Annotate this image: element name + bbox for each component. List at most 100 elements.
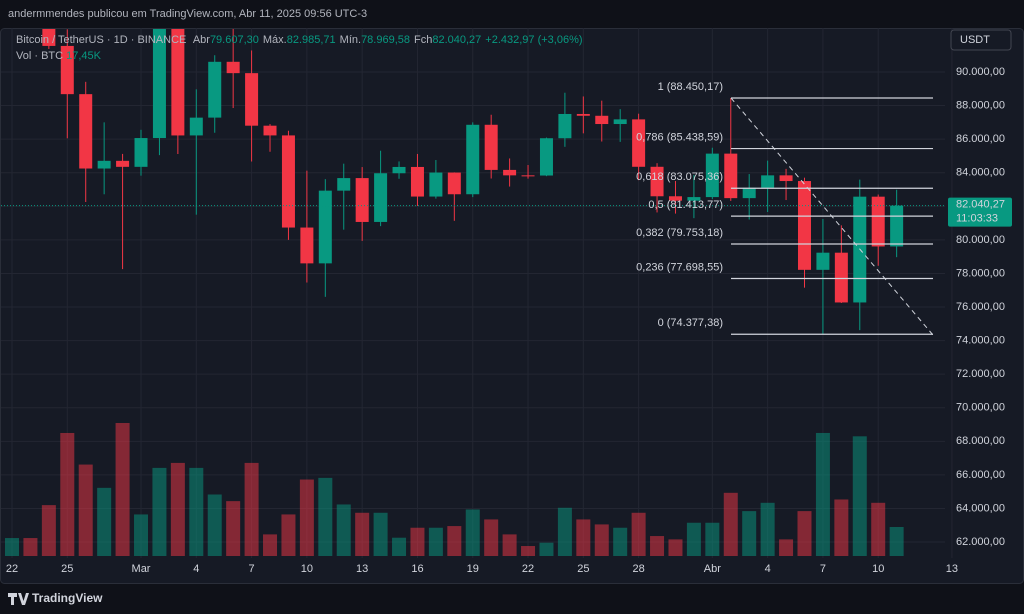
y-tick-label: 74.000,00	[956, 335, 1005, 347]
volume-bar	[797, 511, 812, 556]
y-tick-label: 90.000,00	[956, 66, 1005, 78]
x-tick-label: 22	[522, 563, 534, 575]
price-axis: 90.000,00 88.000,00 86.000,00 84.000,00 82.0…	[956, 66, 1005, 548]
candle-body	[263, 125, 277, 136]
candle-body	[797, 181, 811, 270]
symbol: Bitcoin / TetherUS · 1D · BINANCE	[16, 34, 186, 46]
countdown: 11:03:33	[956, 213, 998, 225]
candle-body	[742, 187, 756, 199]
candle-body	[79, 94, 93, 169]
volume-bar	[41, 505, 56, 556]
x-tick-label: 25	[61, 563, 73, 575]
candle-body	[318, 190, 332, 264]
candle-body	[687, 197, 701, 201]
candle-body	[134, 138, 148, 167]
x-tick-label: 16	[411, 563, 423, 575]
volume-bar	[871, 502, 886, 556]
volume-bar	[336, 504, 351, 556]
ohlc-label: Mín.	[340, 34, 361, 46]
volume-bar	[318, 477, 333, 556]
price-pane	[1, 29, 945, 335]
candle-body	[337, 178, 351, 191]
candle-body	[705, 153, 719, 198]
currency-button[interactable]	[950, 29, 1012, 51]
volume-bar	[299, 479, 314, 556]
candle-body	[558, 113, 572, 139]
candle-body	[374, 173, 388, 222]
ohlc-value: 82.040,27	[432, 34, 481, 46]
candle-body	[724, 153, 738, 199]
fib-label: 0,236 (77.698,55)	[636, 261, 723, 273]
volume-bar	[705, 522, 720, 556]
volume-bar	[465, 509, 480, 556]
candle-body	[281, 135, 295, 228]
fib-label: 0,786 (85.438,59)	[636, 131, 723, 143]
ohlc-value: 79.607,30	[210, 34, 259, 46]
candle-body	[208, 61, 222, 118]
volume-bar	[631, 512, 646, 556]
candle-body	[613, 119, 627, 125]
candle-body	[576, 113, 590, 116]
footer-logo: TradingView	[32, 591, 103, 605]
fib-label: 0,618 (83.075,36)	[636, 171, 723, 183]
fib-retracement: 1 (88.450,17) 0,786 (85.438,59) 0,618 (83.…	[636, 81, 934, 336]
fib-label: 0 (74.377,38)	[658, 317, 723, 329]
y-tick-label: 64.000,00	[956, 502, 1005, 514]
volume-bar	[23, 538, 38, 556]
volume-bar	[78, 464, 93, 556]
volume-bar	[889, 526, 904, 556]
candle-body	[503, 169, 517, 176]
y-tick-label: 70.000,00	[956, 402, 1005, 414]
candle-body	[816, 252, 830, 270]
volume-bar	[134, 514, 149, 556]
y-tick-label: 78.000,00	[956, 267, 1005, 279]
legend: Bitcoin / TetherUS · 1D · BINANCE Abr79.…	[16, 34, 583, 46]
y-tick-label: 84.000,00	[956, 167, 1005, 179]
x-tick-label: 4	[765, 563, 771, 575]
volume-bar	[115, 423, 130, 556]
currency[interactable]: USDT	[960, 34, 990, 46]
candle-body	[42, 29, 56, 46]
candle-body	[466, 124, 480, 195]
y-tick-label: 86.000,00	[956, 133, 1005, 145]
volume-last: 17,45K	[66, 50, 102, 62]
volume-bar	[226, 501, 241, 556]
volume-bar	[392, 537, 407, 556]
volume-bar	[723, 492, 738, 556]
volume-legend: Vol · BTC 17,45K	[16, 50, 102, 62]
candle-body	[152, 29, 166, 139]
candle-body	[447, 172, 461, 195]
candle-body	[60, 45, 74, 95]
candle-body	[632, 119, 646, 167]
y-tick-label: 88.000,00	[956, 99, 1005, 111]
volume-bar	[484, 519, 499, 556]
x-tick-label: 7	[249, 563, 255, 575]
volume-bar	[613, 527, 628, 556]
ohlc-label: Máx.	[263, 34, 287, 46]
x-tick-label: 13	[946, 563, 958, 575]
x-tick-label: 10	[301, 563, 313, 575]
last-price-tag	[948, 197, 1012, 227]
x-tick-label: Abr	[704, 563, 721, 575]
candle-body	[595, 115, 609, 125]
ohlc-value: 78.969,58	[361, 34, 410, 46]
volume-bar	[834, 499, 849, 556]
volume-bar	[742, 511, 757, 556]
candle-body	[484, 124, 498, 170]
candle-body	[189, 117, 203, 136]
x-tick-label: 10	[872, 563, 884, 575]
volume-bar	[668, 539, 683, 556]
candle-body	[761, 175, 775, 188]
volume-bar	[852, 436, 867, 556]
fib-label: 1 (88.450,17)	[658, 81, 723, 93]
volume-bar	[170, 462, 185, 556]
x-tick-label: 22	[6, 563, 18, 575]
candle-body	[668, 196, 682, 201]
volume-bar	[815, 432, 830, 556]
volume-bar	[557, 507, 572, 556]
volume-bar	[281, 514, 296, 556]
y-tick-label: 76.000,00	[956, 301, 1005, 313]
x-tick-label: 13	[356, 563, 368, 575]
candle-body	[410, 166, 424, 197]
